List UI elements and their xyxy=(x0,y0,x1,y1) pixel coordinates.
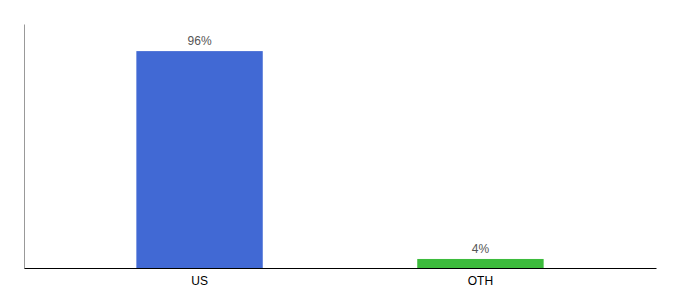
bar xyxy=(136,51,262,268)
chart-container: US OTH 96% 4% xyxy=(0,0,680,300)
x-tick-label: OTH xyxy=(468,274,493,288)
plot-area: US OTH 96% 4% xyxy=(25,25,657,288)
x-tick: US xyxy=(191,274,208,288)
y-axis xyxy=(24,25,25,269)
y-axis-line xyxy=(24,25,25,269)
x-tick: OTH xyxy=(468,274,493,288)
x-tick-label: US xyxy=(191,274,208,288)
data-label: 4% xyxy=(472,242,490,256)
bars xyxy=(136,51,543,268)
bar xyxy=(417,259,543,268)
x-axis: US OTH xyxy=(25,269,657,288)
chart-svg: US OTH 96% 4% xyxy=(0,0,680,300)
data-label: 96% xyxy=(188,34,212,48)
data-labels: 96% 4% xyxy=(188,34,490,256)
x-axis-line xyxy=(25,268,657,269)
